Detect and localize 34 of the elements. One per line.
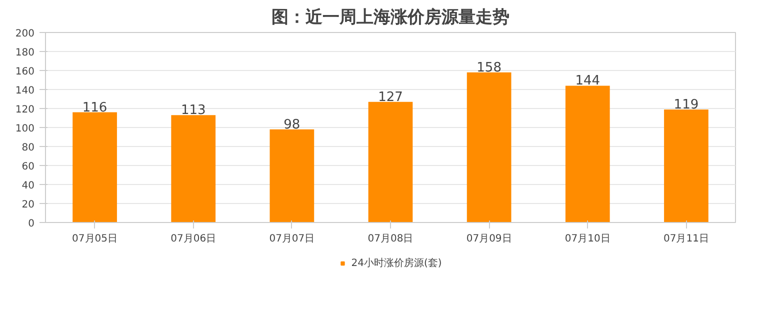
bar xyxy=(171,115,216,222)
y-tick-label: 160 xyxy=(15,66,35,78)
x-tick-label: 07月06日 xyxy=(170,234,216,244)
bar xyxy=(466,72,512,222)
bar xyxy=(368,102,413,222)
y-tick-label: 40 xyxy=(22,180,35,192)
x-tick-label: 07月09日 xyxy=(466,234,512,244)
data-label: 127 xyxy=(378,90,403,105)
data-label: 158 xyxy=(476,60,502,76)
bar xyxy=(565,86,610,222)
x-tick-label: 07月05日 xyxy=(72,234,118,244)
x-tick-label: 07月11日 xyxy=(663,234,709,244)
bar xyxy=(72,112,117,222)
y-tick-label: 180 xyxy=(15,48,35,58)
legend-label: 24小时涨价房源(套) xyxy=(351,256,442,270)
x-tick-label: 07月07日 xyxy=(269,234,315,244)
data-label: 116 xyxy=(82,100,108,116)
y-tick-label: 0 xyxy=(28,218,35,230)
y-tick-label: 200 xyxy=(15,28,35,40)
y-tick-label: 60 xyxy=(22,162,35,172)
y-tick-label: 80 xyxy=(22,142,35,154)
chart-title: 图：近一周上海涨价房源量走势 xyxy=(272,8,510,28)
y-tick-label: 120 xyxy=(15,104,35,116)
data-label: 119 xyxy=(674,97,699,112)
x-tick-label: 07月08日 xyxy=(368,234,414,244)
y-tick-label: 140 xyxy=(15,86,35,96)
bar xyxy=(664,109,708,222)
y-tick-label: 100 xyxy=(15,124,35,134)
y-tick-label: 20 xyxy=(22,200,35,210)
data-label: 144 xyxy=(575,74,600,89)
x-tick-label: 07月10日 xyxy=(564,234,610,244)
data-label: 113 xyxy=(180,103,206,118)
data-label: 98 xyxy=(284,117,300,132)
bar xyxy=(270,129,314,222)
